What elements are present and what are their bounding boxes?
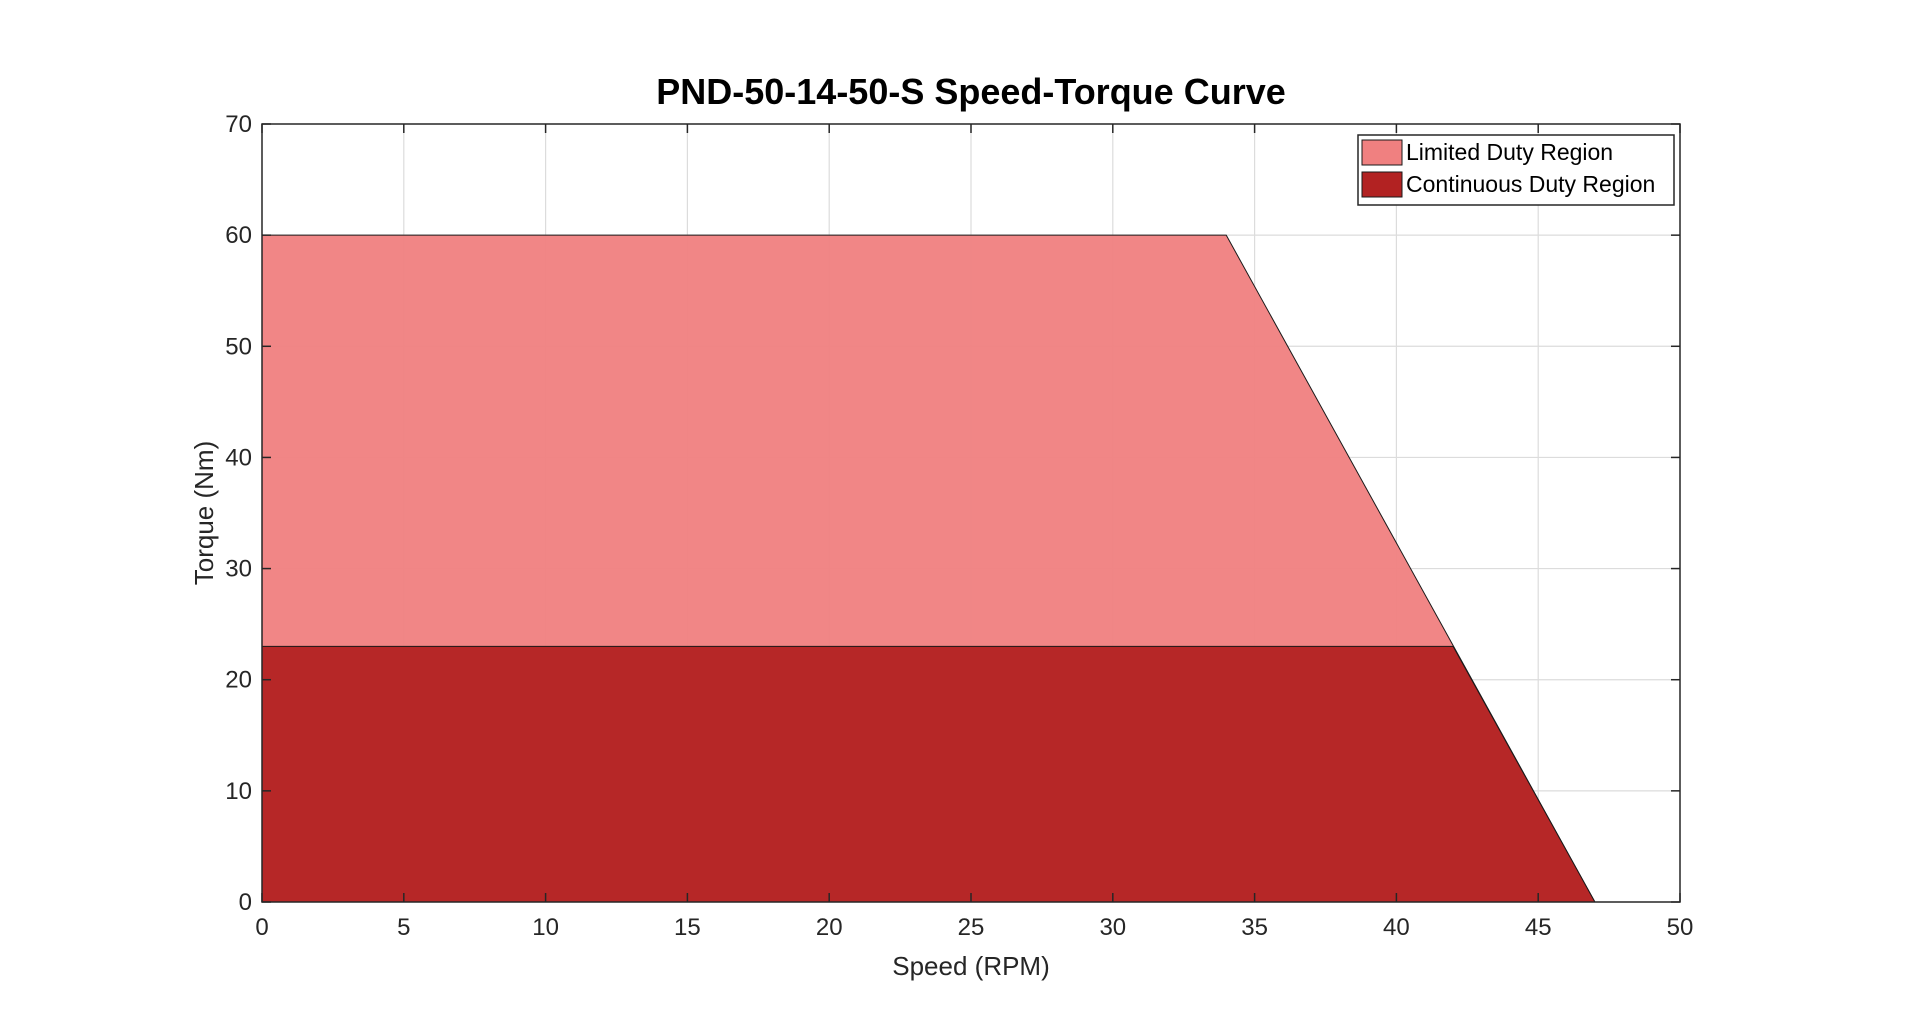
y-tick-label: 50: [225, 333, 252, 360]
x-tick-label: 15: [674, 914, 701, 941]
x-tick-label: 30: [1099, 914, 1126, 941]
x-tick-label: 35: [1241, 914, 1268, 941]
y-tick-label: 60: [225, 222, 252, 249]
continuous-duty-region-area: [261, 645, 1596, 903]
x-tick-label: 0: [255, 914, 268, 941]
x-tick-label: 50: [1667, 914, 1694, 941]
x-tick-label: 45: [1525, 914, 1552, 941]
x-tick-label: 5: [397, 914, 410, 941]
x-tick-label: 20: [816, 914, 843, 941]
chart-title: PND-50-14-50-S Speed-Torque Curve: [656, 71, 1286, 112]
legend: Limited Duty Region Continuous Duty Regio…: [1357, 134, 1675, 206]
x-tick-label: 10: [532, 914, 559, 941]
y-axis-label: Torque (Nm): [189, 441, 219, 585]
legend-swatch: [1361, 171, 1403, 198]
legend-label: Continuous Duty Region: [1406, 171, 1655, 197]
y-tick-label: 20: [225, 667, 252, 694]
ticks: 0 5 10 15 20 25 30 35 40 45 50 0 10 20 30 40 50 60 70: [225, 111, 1693, 941]
y-tick-label: 0: [239, 889, 252, 916]
x-tick-label: 40: [1383, 914, 1410, 941]
y-tick-label: 10: [225, 778, 252, 805]
x-axis-label: Speed (RPM): [892, 951, 1050, 981]
legend-swatch: [1361, 139, 1403, 166]
series-layer: [261, 234, 1596, 903]
y-tick-label: 40: [225, 444, 252, 471]
y-tick-label: 70: [225, 111, 252, 138]
x-tick-label: 25: [958, 914, 985, 941]
y-tick-label: 30: [225, 556, 252, 583]
legend-label: Limited Duty Region: [1406, 139, 1613, 165]
legend-box: [1357, 134, 1675, 206]
